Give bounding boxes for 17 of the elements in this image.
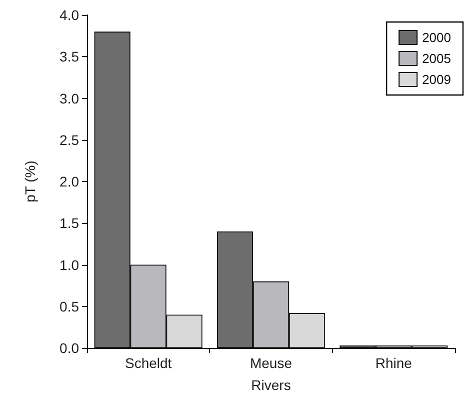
y-tick-label: 2.5	[60, 132, 80, 148]
y-tick-label: 3.0	[60, 90, 80, 106]
x-tick-label: Meuse	[250, 355, 292, 371]
x-tick-label: Scheldt	[124, 355, 172, 371]
legend-label: 2000	[422, 30, 451, 45]
y-tick-label: 1.5	[60, 215, 80, 232]
y-tick-label: 0.0	[60, 340, 80, 356]
x-tick-label: Rhine	[375, 355, 412, 371]
y-tick-label: 4.0	[60, 7, 80, 23]
y-axis-title: pT (%)	[22, 160, 38, 202]
y-tick-label: 0.5	[60, 298, 80, 314]
legend-label: 2005	[422, 51, 451, 66]
y-tick-label: 3.5	[60, 48, 80, 65]
x-axis-title: Rivers	[251, 377, 291, 393]
legend-label: 2009	[422, 72, 451, 87]
y-tick-label: 2.0	[60, 174, 80, 190]
y-tick-label: 1.0	[60, 256, 80, 273]
